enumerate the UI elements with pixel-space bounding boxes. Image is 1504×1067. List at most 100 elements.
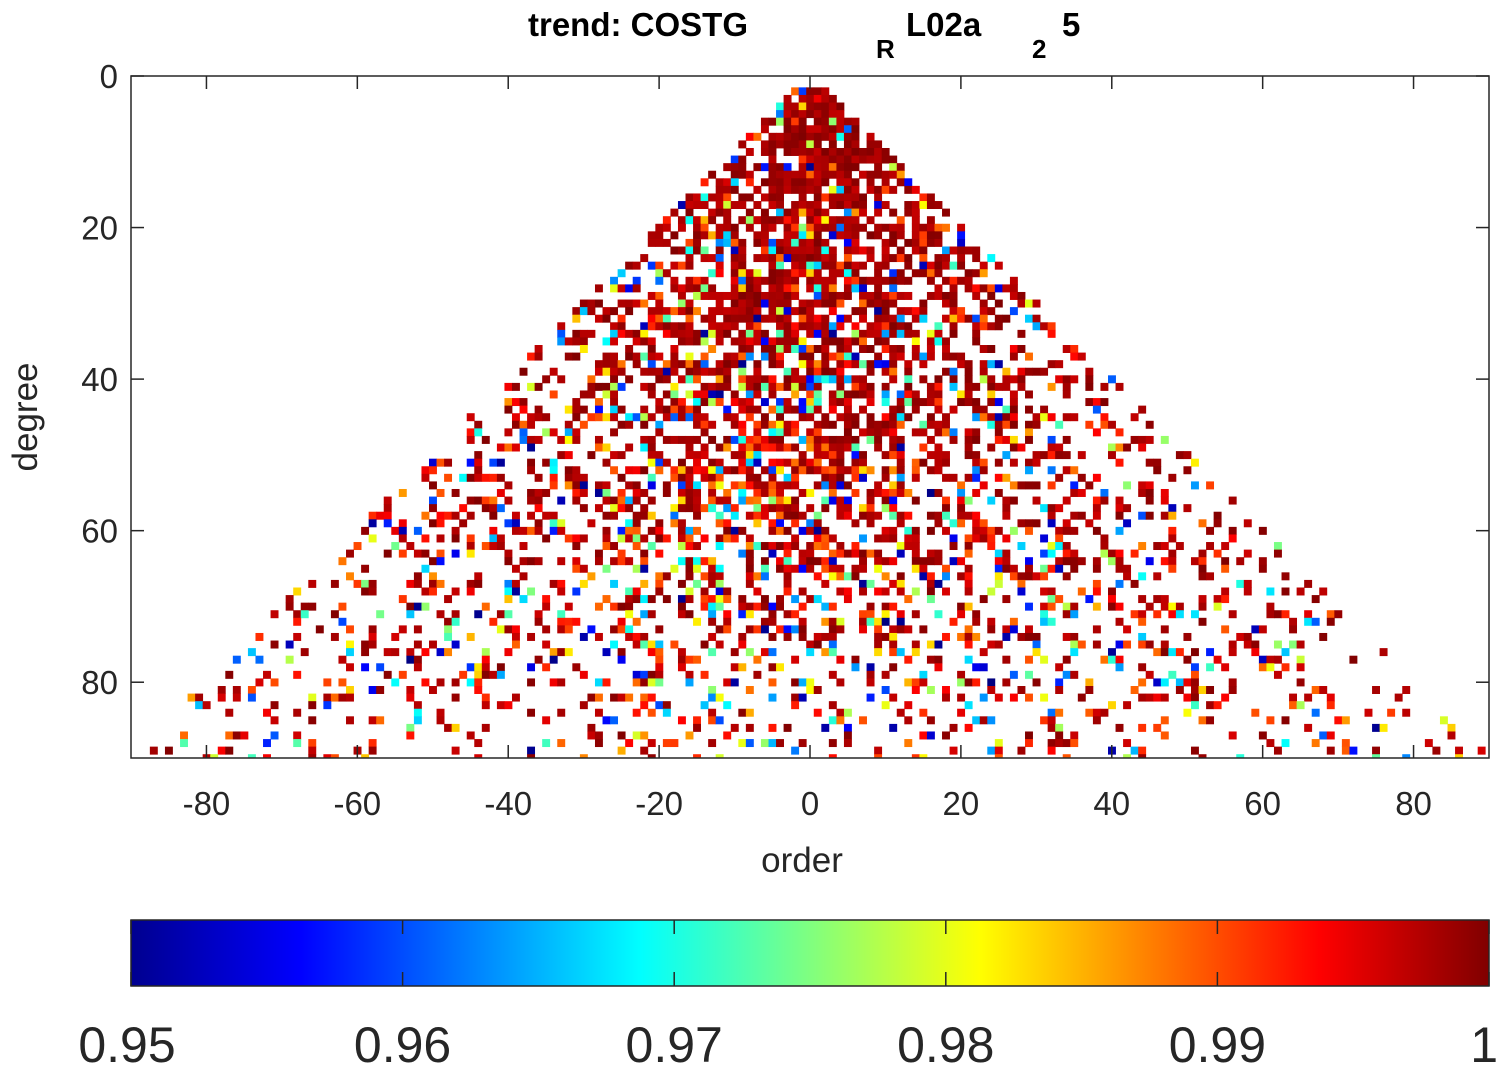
heatmap-cell [881,451,890,460]
heatmap-cell [511,526,520,535]
heatmap-cell [647,307,656,316]
heatmap-cell [806,375,815,384]
heatmap-cell [866,140,875,149]
heatmap-cell [1032,458,1041,467]
heatmap-cell [579,337,588,346]
heatmap-cell [836,708,845,717]
heatmap-cell [738,405,747,414]
heatmap-cell [972,284,981,293]
heatmap-cell [625,375,634,384]
heatmap-cell [836,367,845,376]
heatmap-cell [904,201,913,210]
heatmap-cell [843,390,852,399]
heatmap-cell [791,382,800,391]
heatmap-cell [715,329,724,338]
heatmap-cell [911,246,920,255]
heatmap-cell [1296,640,1305,649]
heatmap-cell [368,519,377,528]
heatmap-cell [806,307,815,316]
heatmap-cell [866,147,875,156]
heatmap-cell [745,451,754,460]
heatmap-cell [1077,488,1086,497]
heatmap-cell [768,519,777,528]
heatmap-cell [708,420,717,429]
heatmap-cell [738,708,747,717]
heatmap-cell [730,201,739,210]
heatmap-cell [806,678,815,687]
heatmap-cell [753,216,762,225]
heatmap-cell [813,223,822,232]
heatmap-cell [957,632,966,641]
heatmap-cell [625,534,634,543]
heatmap-cell [1432,746,1441,755]
heatmap-cell [1092,602,1101,611]
heatmap-cell [768,458,777,467]
heatmap-cell [413,579,422,588]
heatmap-cell [1319,587,1328,596]
heatmap-cell [421,473,430,482]
heatmap-cell [798,451,807,460]
heatmap-cell [1092,708,1101,717]
heatmap-cell [730,526,739,535]
heatmap-cell [1138,481,1147,490]
heatmap-cell [1311,617,1320,626]
heatmap-cell [1085,708,1094,717]
heatmap-cell [791,595,800,604]
heatmap-cell [798,155,807,164]
heatmap-cell [1153,458,1162,467]
heatmap-cell [640,549,649,558]
heatmap-cell [942,291,950,300]
heatmap-cell [368,534,377,543]
heatmap-cell [1070,731,1079,740]
heatmap-cell [994,564,1003,573]
heatmap-cell [1002,314,1011,323]
heatmap-cell [889,420,898,429]
heatmap-cell [466,587,475,596]
heatmap-cell [534,557,543,566]
heatmap-cell [1221,557,1230,566]
heatmap-cell [625,299,634,308]
heatmap-cell [813,291,822,300]
heatmap-cell [323,678,332,687]
heatmap-cell [896,163,905,172]
heatmap-cell [572,337,581,346]
heatmap-cell [1009,443,1018,452]
heatmap-cell [745,443,754,452]
heatmap-cell [745,458,754,467]
heatmap-cell [896,542,905,551]
heatmap-cell [1040,504,1049,513]
heatmap-cell [911,557,920,566]
heatmap-cell [1070,670,1079,679]
heatmap-cell [1206,481,1215,490]
heatmap-cell [738,496,747,505]
heatmap-cell [1258,731,1267,740]
heatmap-cell [1206,701,1215,710]
heatmap-cell [723,375,732,384]
heatmap-cell [1055,731,1064,740]
heatmap-cell [670,390,679,399]
heatmap-cell [836,132,845,141]
heatmap-cell [338,557,347,566]
heatmap-cell [587,451,596,460]
heatmap-cell [738,443,747,452]
heatmap-cell [594,314,603,323]
heatmap-cell [934,579,943,588]
heatmap-cell [911,216,920,225]
heatmap-cell [851,193,860,202]
heatmap-cell [760,178,769,187]
heatmap-cell [1025,435,1033,444]
heatmap-cell [964,534,973,543]
heatmap-cell [836,299,845,308]
heatmap-cell [1085,481,1094,490]
heatmap-cell [813,435,822,444]
heatmap-cell [926,238,935,247]
heatmap-cell [821,246,830,255]
heatmap-cell [881,686,890,694]
heatmap-cell [436,716,445,725]
heatmap-cell [1062,602,1071,611]
heatmap-cell [481,701,490,710]
heatmap-cell [647,238,656,247]
heatmap-cell [791,610,800,619]
heatmap-cell [610,428,619,437]
heatmap-cell [1055,360,1064,369]
